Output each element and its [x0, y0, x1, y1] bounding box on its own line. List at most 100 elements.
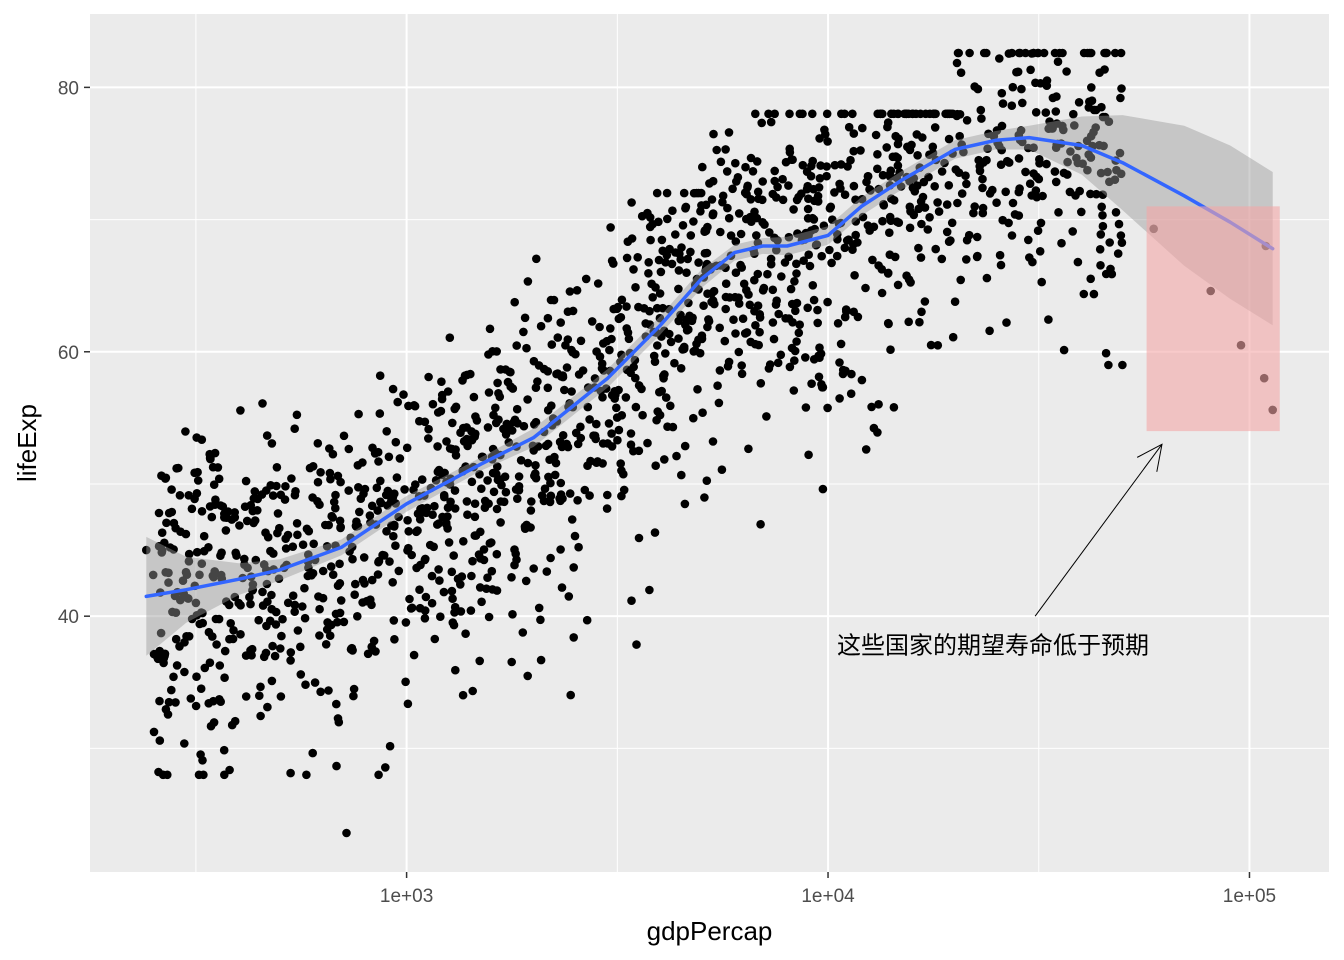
data-point [924, 172, 933, 182]
data-point [391, 541, 400, 550]
data-point [808, 109, 817, 119]
data-point [731, 329, 740, 338]
data-point [225, 765, 234, 775]
data-point [403, 546, 412, 555]
data-point [1068, 227, 1077, 236]
data-point [365, 511, 375, 520]
data-point [422, 508, 431, 518]
data-point [763, 269, 772, 279]
data-point [272, 481, 281, 491]
data-point [674, 266, 684, 275]
data-point [653, 341, 662, 350]
data-point [439, 587, 449, 597]
data-point [849, 129, 859, 138]
data-point [501, 487, 511, 497]
data-point [439, 490, 449, 500]
data-point [513, 494, 522, 504]
data-point [707, 195, 717, 204]
data-point [207, 512, 217, 522]
data-point [216, 570, 226, 580]
data-point [199, 531, 209, 541]
data-point [893, 161, 903, 170]
data-point [219, 745, 229, 755]
data-point [213, 463, 223, 472]
data-point [458, 690, 468, 700]
data-point [840, 190, 850, 199]
data-point [683, 254, 692, 264]
data-point [914, 243, 923, 253]
data-point [543, 367, 553, 376]
data-point [748, 167, 758, 176]
data-point [262, 621, 271, 631]
data-point [169, 672, 178, 682]
data-point [780, 258, 790, 267]
data-point [523, 458, 533, 468]
data-point [304, 550, 313, 559]
data-point [753, 269, 763, 279]
data-point [887, 109, 896, 119]
data-point [210, 567, 219, 576]
data-point [1031, 108, 1041, 117]
data-point [602, 336, 612, 346]
data-point [766, 117, 776, 127]
data-point [445, 333, 455, 343]
data-point [421, 592, 431, 602]
data-point [450, 504, 460, 513]
data-point [399, 390, 408, 399]
data-point [385, 741, 395, 751]
data-point [894, 218, 904, 227]
data-point [996, 160, 1006, 169]
data-point [444, 538, 454, 547]
data-point [961, 171, 970, 180]
data-point [851, 230, 860, 240]
data-point [298, 540, 308, 549]
data-point [694, 258, 703, 267]
data-point [699, 301, 708, 311]
data-point [590, 374, 600, 383]
data-point [353, 612, 362, 621]
data-point [375, 371, 385, 381]
data-point [644, 269, 653, 278]
data-point [830, 188, 839, 197]
data-point [376, 476, 385, 486]
data-point [904, 317, 913, 327]
data-point [634, 533, 644, 543]
data-point [435, 576, 444, 585]
data-point [813, 318, 822, 328]
data-point [818, 383, 828, 392]
data-point [754, 340, 763, 350]
data-point [442, 520, 451, 529]
data-point [487, 566, 497, 576]
data-point [844, 122, 854, 132]
data-point [503, 377, 513, 387]
data-point [785, 362, 795, 372]
data-point [592, 347, 601, 356]
data-point [861, 283, 870, 293]
data-point [591, 434, 600, 444]
data-point [262, 486, 271, 495]
data-point [866, 186, 875, 195]
data-point [660, 455, 669, 464]
data-point [542, 567, 552, 576]
data-point [731, 237, 741, 246]
data-point [676, 364, 686, 373]
data-point [1023, 143, 1033, 153]
data-point [467, 477, 477, 487]
data-point [1112, 165, 1121, 175]
data-point [512, 404, 522, 414]
data-point [908, 109, 917, 119]
data-point [804, 250, 813, 259]
data-point [316, 687, 325, 697]
data-point [1113, 249, 1123, 258]
data-point [204, 627, 214, 637]
data-point [1089, 105, 1099, 115]
data-point [791, 306, 800, 316]
data-point [184, 549, 194, 559]
data-point [456, 428, 465, 438]
data-point [803, 303, 812, 313]
data-point [703, 289, 712, 299]
data-point [710, 299, 719, 309]
data-point [492, 469, 501, 479]
data-point [526, 506, 536, 515]
data-point [489, 410, 498, 420]
